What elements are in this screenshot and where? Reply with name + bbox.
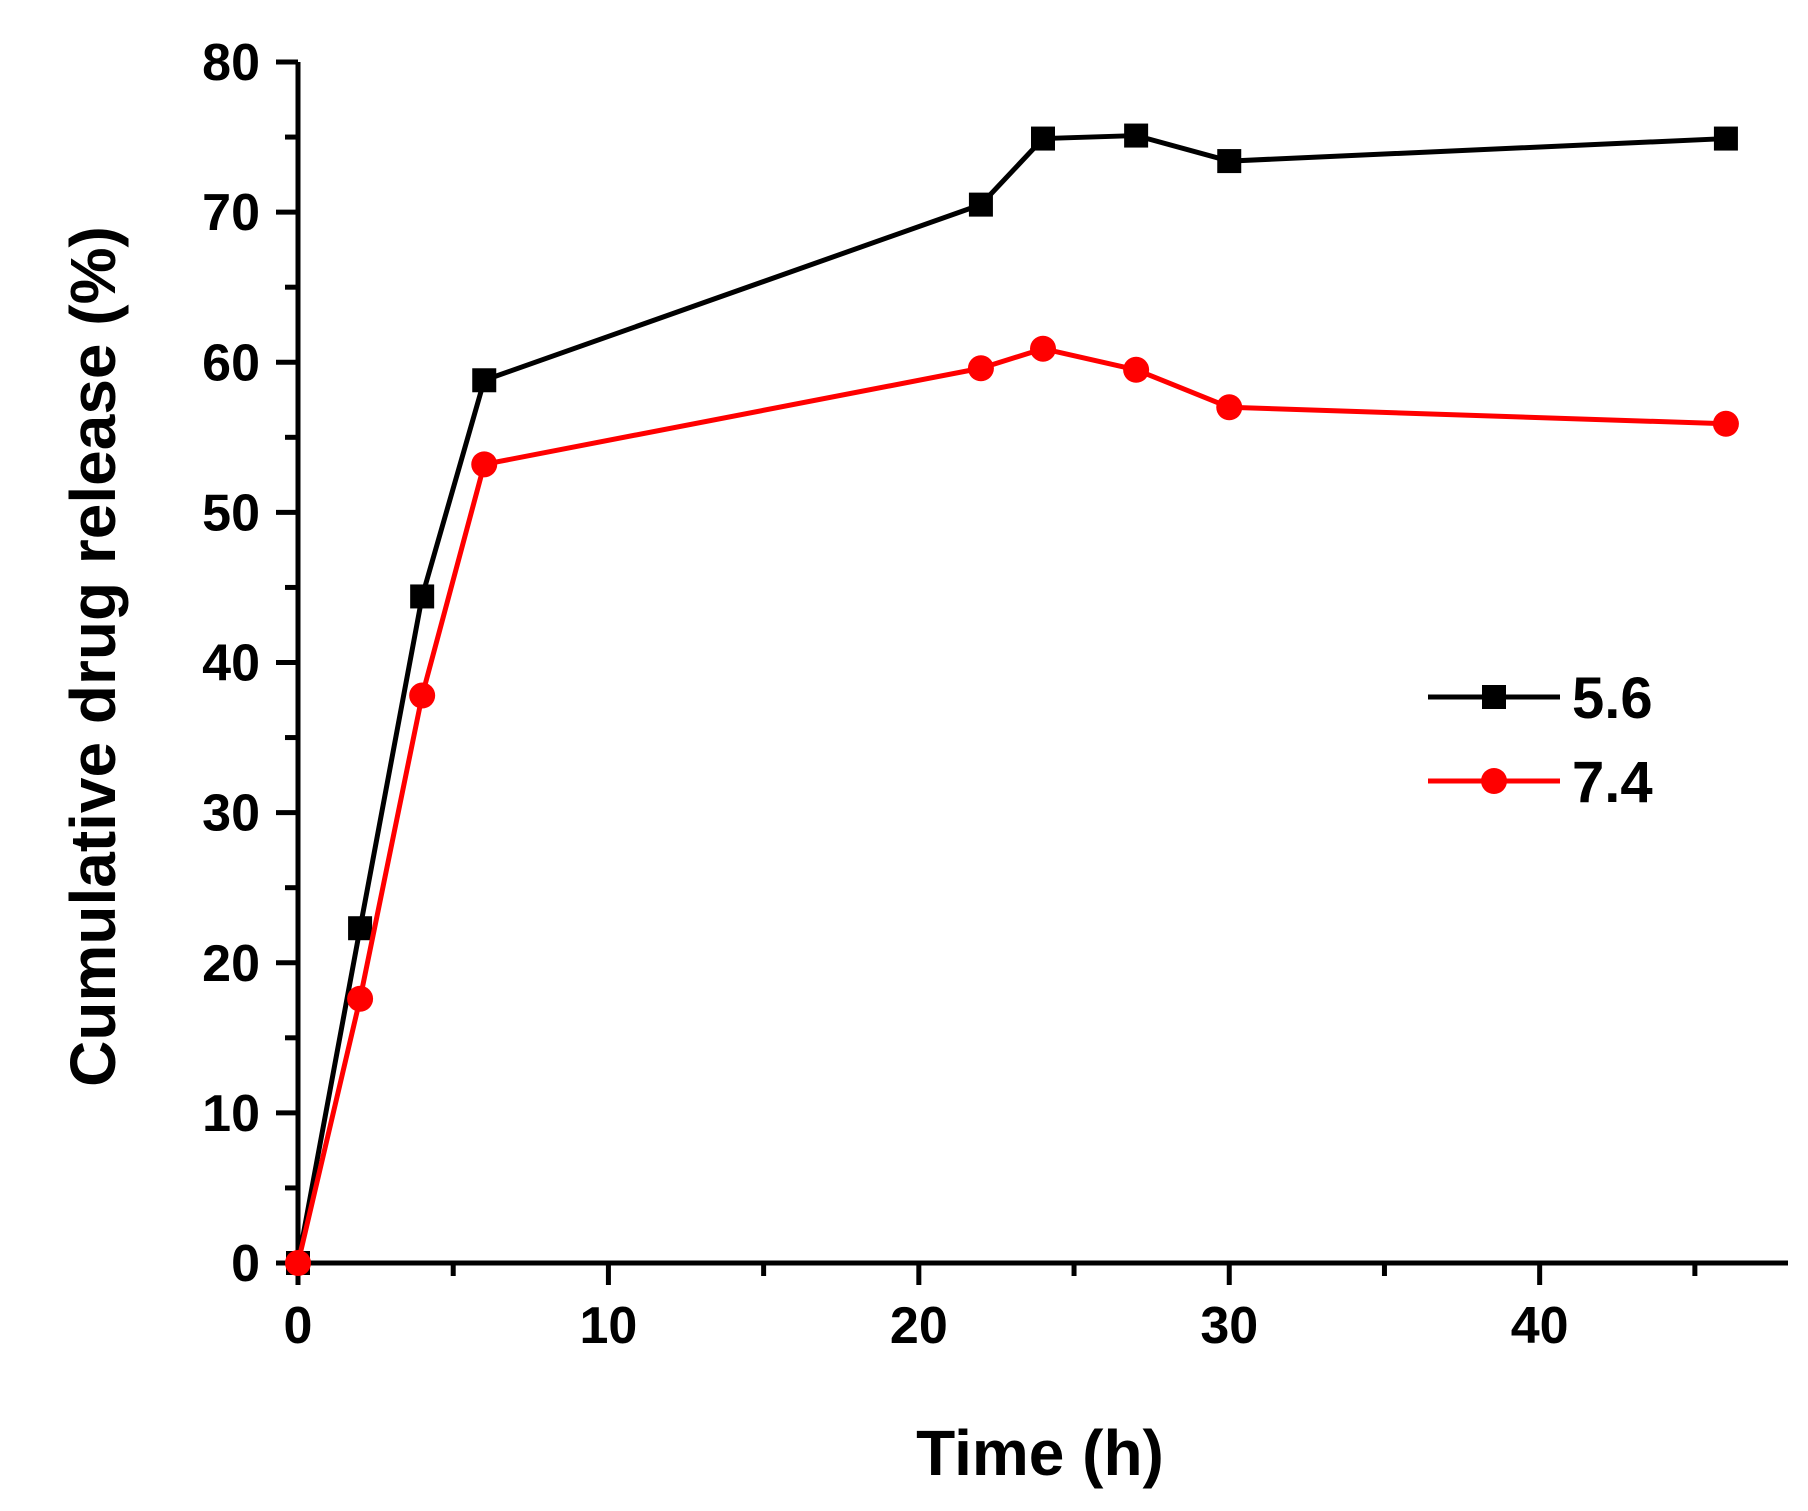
series-line <box>295 346 1726 1264</box>
y-tick-label: 0 <box>231 1235 260 1293</box>
data-point <box>1713 126 1738 151</box>
x-axis-title: Time (h) <box>916 1417 1164 1489</box>
y-tick-label: 10 <box>202 1085 260 1143</box>
y-tick-label: 50 <box>202 484 260 542</box>
data-point <box>348 916 373 941</box>
data-point <box>347 985 374 1012</box>
legend: 5.67.4 <box>1428 666 1653 815</box>
y-tick-label: 30 <box>202 785 260 843</box>
legend-label: 7.4 <box>1572 750 1653 815</box>
series-layer <box>285 123 1739 1276</box>
data-point <box>1124 123 1149 148</box>
data-point <box>1216 394 1243 421</box>
data-point <box>409 682 436 709</box>
y-tick-label: 20 <box>202 935 260 993</box>
data-point <box>968 192 993 217</box>
y-tick-label: 40 <box>202 635 260 693</box>
y-axis-title: Cumulative drug release (%) <box>57 226 129 1087</box>
data-point <box>471 451 498 478</box>
data-point <box>1030 335 1056 362</box>
y-tick-label: 70 <box>202 184 260 242</box>
data-point <box>1031 126 1055 151</box>
axes: 0 10 20 30 40 0 10 20 30 40 50 60 70 80 <box>202 34 1788 1355</box>
legend-marker <box>1482 685 1506 709</box>
legend-marker <box>1481 768 1507 794</box>
x-tick-label: 0 <box>284 1297 313 1355</box>
data-point <box>1712 410 1739 437</box>
x-tick-label: 20 <box>890 1297 948 1355</box>
data-point <box>285 1250 311 1276</box>
x-tick-label: 40 <box>1511 1297 1569 1355</box>
x-tick-label: 10 <box>579 1297 637 1355</box>
x-tick-label: 30 <box>1200 1297 1258 1355</box>
data-point <box>410 584 435 609</box>
y-tick-label: 80 <box>202 34 260 92</box>
data-point <box>967 355 994 382</box>
y-tick-label: 60 <box>202 334 260 392</box>
series-1 <box>285 335 1739 1276</box>
data-point <box>1123 356 1150 383</box>
legend-label: 5.6 <box>1572 666 1653 731</box>
data-point <box>472 368 497 393</box>
data-point <box>1217 149 1242 174</box>
